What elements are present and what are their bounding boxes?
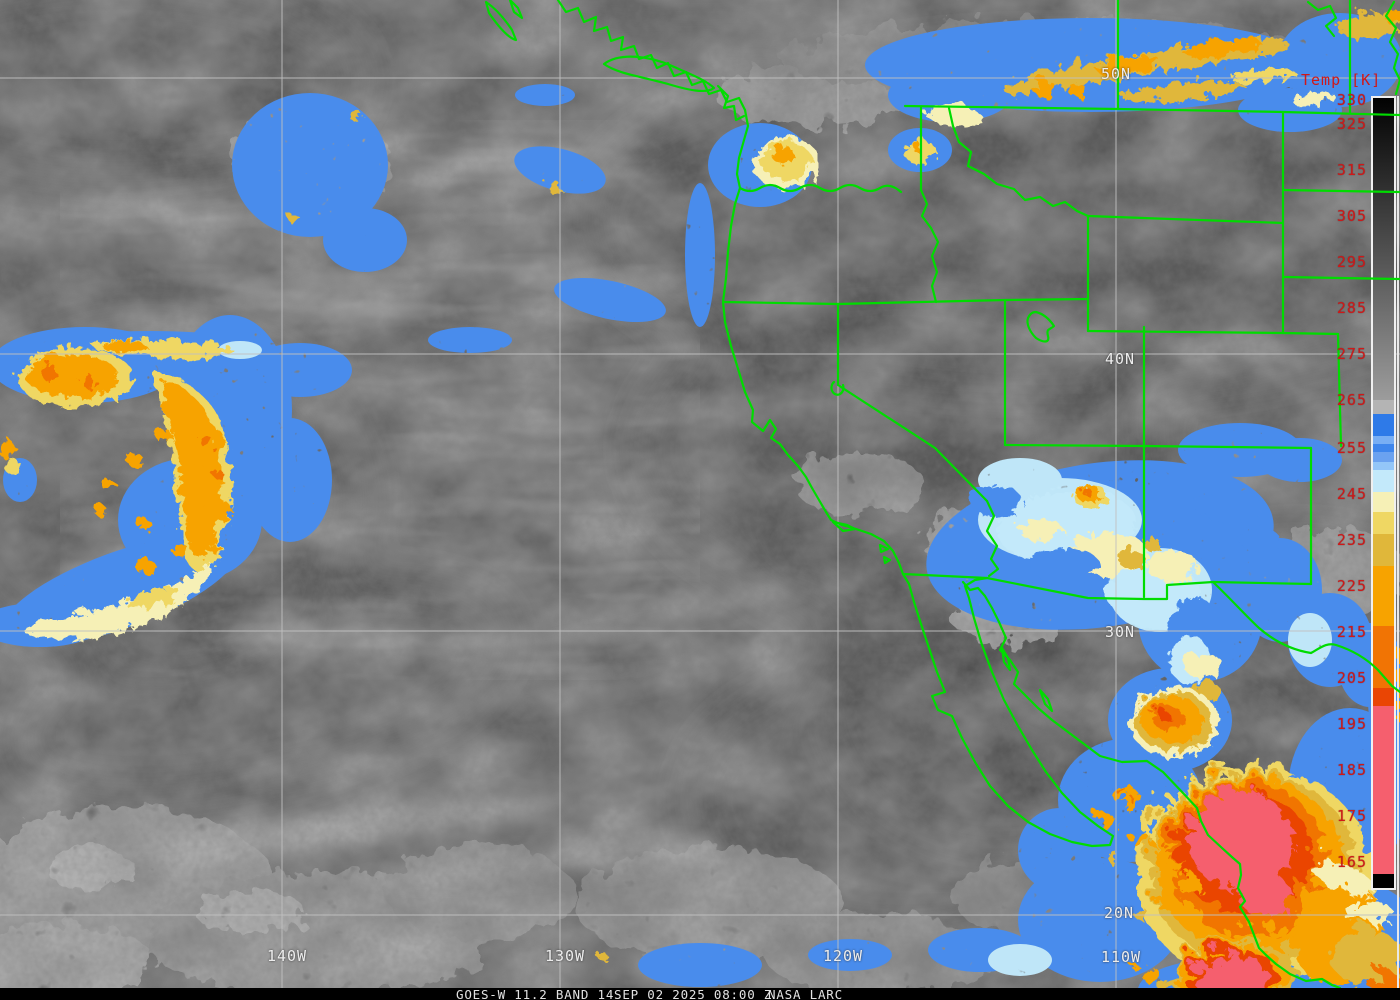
graticule-label-40n: 40N bbox=[1105, 350, 1135, 368]
colorbar-tick-275: 275 bbox=[1337, 345, 1367, 363]
colorbar-tick-245: 245 bbox=[1337, 485, 1367, 503]
temperature-colorbar bbox=[1371, 96, 1396, 890]
graticule-label-50n: 50N bbox=[1101, 65, 1131, 83]
graticule-label-130w: 130W bbox=[545, 947, 585, 965]
colorbar-tick-285: 285 bbox=[1337, 299, 1367, 317]
colorbar-tick-325: 325 bbox=[1337, 115, 1367, 133]
colorbar-tick-295: 295 bbox=[1337, 253, 1367, 271]
colorbar-tick-205: 205 bbox=[1337, 669, 1367, 687]
colorbar-tick-265: 265 bbox=[1337, 391, 1367, 409]
colorbar-tick-235: 235 bbox=[1337, 531, 1367, 549]
map-labels-layer: Temp [K] 50N 40N 30N 20N 140W 130W 120W 110W 330… bbox=[0, 0, 1400, 988]
colorbar-tick-255: 255 bbox=[1337, 439, 1367, 457]
colorbar-tick-305: 305 bbox=[1337, 207, 1367, 225]
graticule-label-140w: 140W bbox=[267, 947, 307, 965]
caption-satellite: GOES-W 11.2 BAND 14 bbox=[456, 987, 614, 1000]
caption-datetime: SEP 02 2025 08:00 Z bbox=[614, 987, 772, 1000]
satellite-ir-image bbox=[0, 0, 1400, 988]
low-cloud-fields bbox=[0, 20, 1400, 988]
latlon-gridlines bbox=[0, 0, 1400, 988]
convective-cloud-blobs bbox=[0, 4, 1400, 956]
caption-credit: NASA LARC bbox=[768, 987, 843, 1000]
caption-bar: GOES-W 11.2 BAND 14 SEP 02 2025 08:00 Z … bbox=[0, 988, 1400, 1000]
graticule-label-30n: 30N bbox=[1105, 623, 1135, 641]
satellite-image-viewport: Temp [K] 50N 40N 30N 20N 140W 130W 120W 110W 330… bbox=[0, 0, 1400, 1000]
regional-shading bbox=[0, 0, 1400, 930]
graticule-label-110w: 110W bbox=[1101, 948, 1141, 966]
coastlines-and-borders bbox=[486, 0, 1400, 988]
colorbar-tick-185: 185 bbox=[1337, 761, 1367, 779]
colorbar-tick-195: 195 bbox=[1337, 715, 1367, 733]
colorbar-tick-165: 165 bbox=[1337, 853, 1367, 871]
colorbar-tick-315: 315 bbox=[1337, 161, 1367, 179]
map-borders-overlay bbox=[0, 0, 1400, 988]
colorbar-tick-330: 330 bbox=[1337, 91, 1367, 109]
temperature-colorbar-gradient bbox=[1373, 98, 1394, 888]
colorbar-tick-175: 175 bbox=[1337, 807, 1367, 825]
right-edge-line bbox=[1397, 96, 1399, 988]
colorbar-title: Temp [K] bbox=[1301, 71, 1381, 89]
tropical-storm-blobs bbox=[1091, 640, 1400, 988]
colorbar-tick-215: 215 bbox=[1337, 623, 1367, 641]
cirrus-streaks bbox=[95, 18, 910, 890]
graticule-label-20n: 20N bbox=[1104, 904, 1134, 922]
colorbar-tick-225: 225 bbox=[1337, 577, 1367, 595]
cold-cloud-speckle bbox=[0, 13, 1400, 988]
graticule-label-120w: 120W bbox=[823, 947, 863, 965]
